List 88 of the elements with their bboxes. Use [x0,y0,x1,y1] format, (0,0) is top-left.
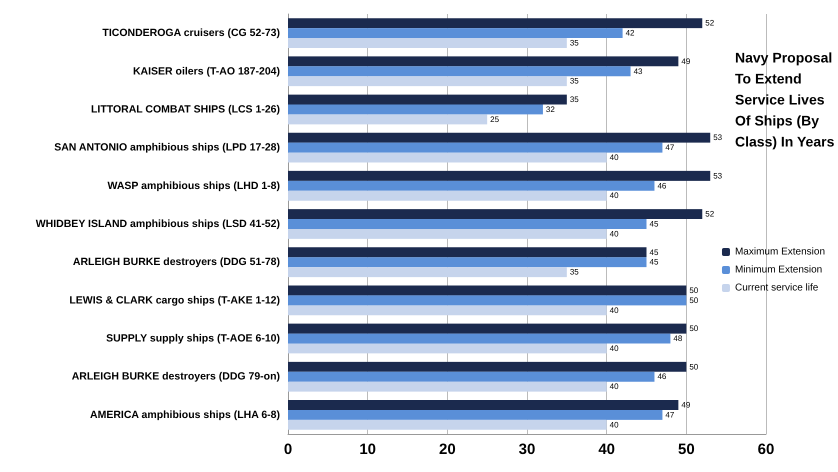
y-tick-label: ARLEIGH BURKE destroyers (DDG 79-on) [72,370,280,383]
bar [288,344,607,354]
x-tick-label: 0 [284,441,292,458]
bar [288,267,567,278]
bar [288,295,686,306]
data-label: 47 [665,410,675,420]
y-tick-label: KAISER oilers (T-AO 187-204) [132,65,280,78]
x-tick-label: 10 [359,441,376,458]
legend-label: Current service life [734,282,819,294]
bar [288,382,607,392]
bar [288,400,678,410]
data-label: 40 [610,306,620,315]
bar [288,142,662,153]
bar [288,410,662,420]
data-label: 25 [490,114,500,124]
data-label: 35 [570,95,580,104]
data-label: 42 [626,28,636,38]
bar [288,28,623,38]
data-label: 50 [689,296,699,305]
y-tick-label: WASP amphibious ships (LHD 1-8) [108,180,280,192]
data-label: 49 [681,400,691,410]
x-tick-label: 30 [518,441,536,458]
bar [288,18,702,28]
bar [288,362,686,372]
x-tick-label: 20 [438,441,456,458]
data-label: 46 [657,372,667,382]
bar [288,104,543,114]
data-label: 46 [657,181,667,190]
bar [288,334,670,344]
data-label: 35 [570,268,580,277]
data-label: 40 [610,153,620,162]
bar [288,420,607,430]
y-tick-label: TICONDEROGA cruisers (CG 52-73) [102,27,280,40]
data-label: 40 [610,344,620,353]
x-tick-label: 40 [598,441,616,458]
bar [288,94,567,104]
y-tick-label: LITTORAL COMBAT SHIPS (LCS 1-26) [90,103,280,116]
bar [288,170,710,181]
data-label: 35 [570,38,580,48]
data-label: 45 [650,258,659,267]
legend-label: Maximum Extension [734,246,825,258]
text: Navy Proposal To Extend Service Lives Of Ships (By Class) In Years [735,50,836,150]
bar [288,372,654,382]
data-label: 50 [689,286,699,295]
data-label: 40 [610,382,620,392]
data-label: 35 [570,76,580,86]
data-label: 53 [713,171,723,180]
bar [288,285,686,296]
bar [288,228,607,239]
bar [288,190,607,201]
data-label: 48 [673,334,683,344]
x-tick-label: 50 [678,441,695,458]
bar [288,209,702,220]
bar [288,76,567,86]
data-label: 47 [665,143,675,152]
bar [288,324,686,334]
bar [288,66,631,76]
y-tick-label: SUPPLY supply ships (T-AOE 6-10) [106,332,280,345]
data-label: 32 [546,104,556,114]
data-label: 49 [681,56,691,66]
y-tick-label: ARLEIGH BURKE destroyers (DDG 51-78) [72,256,280,268]
bar [288,219,646,229]
y-tick-label: WHIDBEY ISLAND amphibious ships (LSD 41-52) [36,218,280,230]
bar [288,247,646,258]
x-tick-label: 60 [758,441,774,458]
data-label: 40 [610,229,620,238]
bar [288,305,607,316]
data-label: 45 [650,248,659,257]
bar [288,132,710,143]
data-label: 43 [634,66,644,76]
y-tick-label: AMERICA amphibious ships (LHA 6-8) [90,408,280,421]
bar [288,257,646,268]
bar [288,114,488,124]
data-label: 50 [689,362,699,372]
data-label: 50 [689,324,699,334]
bar [288,38,567,48]
data-label: 40 [610,420,620,430]
bar [288,56,678,66]
legend-label: Minimum Extension [734,264,822,276]
data-label: 45 [650,220,659,228]
bar [288,152,607,163]
data-label: 52 [705,18,715,28]
data-label: 52 [705,210,715,219]
y-tick-label: LEWIS & CLARK cargo ships (T-AKE 1-12) [69,294,280,306]
data-label: 53 [713,133,723,142]
y-tick-label: SAN ANTONIO amphibious ships (LPD 17-28) [54,142,280,154]
data-label: 40 [610,191,620,200]
bar [288,180,654,191]
